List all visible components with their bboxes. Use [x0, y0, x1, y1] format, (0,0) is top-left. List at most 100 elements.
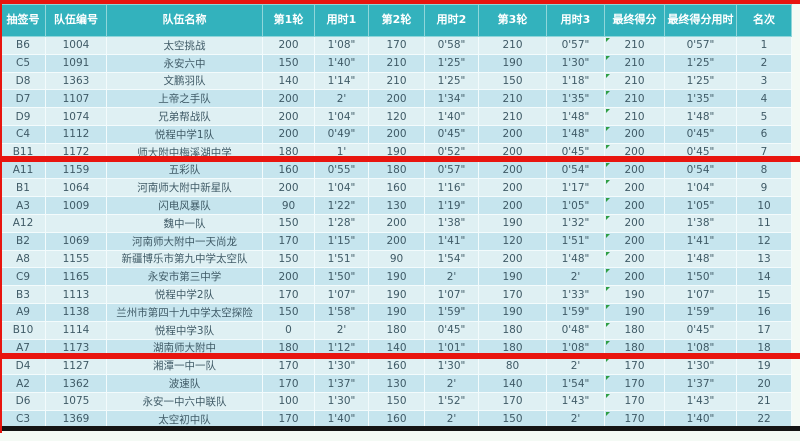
cell-round1-score: 170 [262, 231, 315, 251]
cell-round3-score: 200 [478, 124, 547, 144]
cell-round3-time: 1'18" [546, 71, 605, 91]
table-row: A3 1009 闪电风暴队 90 1'22" 130 1'19" 200 1'05" 200 1'0… [0, 196, 792, 215]
cell-round2-time: 1'54" [424, 249, 479, 269]
cell-round2-time: 1'19" [424, 196, 479, 215]
cell-team-name: 河南师大附中新星队 [106, 178, 263, 198]
cell-draw-no: B2 [0, 231, 46, 251]
comment-marker-icon [606, 287, 610, 292]
cell-final-score: 210 [604, 89, 665, 109]
cell-round3-score: 190 [478, 213, 547, 233]
cell-final-time: 0'54" [664, 160, 737, 180]
cell-final-score: 190 [604, 302, 665, 322]
table-row: D4 1127 湘潭一中一队 170 1'30" 160 1'30" 80 2' 170 1'30"… [0, 356, 792, 376]
cell-team-no: 1112 [45, 124, 107, 144]
table-row: D6 1075 永安一中六中联队 100 1'30" 150 1'52" 170 1'43" 17… [0, 391, 792, 411]
cell-final-time: 1'07" [664, 285, 737, 304]
cell-draw-no: D6 [0, 391, 46, 411]
cell-final-time: 1'38" [664, 213, 737, 233]
cell-round2-time: 1'52" [424, 391, 479, 411]
comment-marker-icon [606, 162, 610, 167]
cell-round1-time: 2' [314, 320, 369, 340]
cell-final-time: 1'48" [664, 249, 737, 269]
cell-team-name: 上帝之手队 [106, 89, 263, 109]
cell-final-score: 190 [604, 285, 665, 304]
cell-round1-time: 1'04" [314, 178, 369, 198]
column-header-round1-time: 用时1 [314, 4, 369, 37]
cell-round1-time: 0'55" [314, 160, 369, 180]
cell-round3-time: 1'51" [546, 231, 605, 251]
cell-round2-score: 150 [368, 391, 425, 411]
cell-round2-time: 1'01" [424, 338, 479, 358]
cell-round3-time: 0'48" [546, 320, 605, 340]
cell-draw-no: C5 [0, 53, 46, 73]
cell-final-time: 1'37" [664, 374, 737, 393]
cell-round1-time: 1'04" [314, 107, 369, 126]
cell-round3-score: 210 [478, 107, 547, 126]
cell-round2-score: 180 [368, 320, 425, 340]
comment-marker-icon [606, 198, 610, 203]
cell-team-no: 1091 [45, 53, 107, 73]
table-row: B6 1004 太空挑战 200 1'08" 170 0'58" 210 0'57" 210 0'5… [0, 36, 792, 55]
cell-rank: 11 [736, 213, 792, 233]
cell-round3-score: 210 [478, 89, 547, 109]
cell-round1-time: 1'28" [314, 213, 369, 233]
cell-team-name: 悦程中学3队 [106, 320, 263, 340]
cell-round1-score: 170 [262, 374, 315, 393]
comment-marker-icon [606, 322, 610, 327]
cell-round1-score: 150 [262, 53, 315, 73]
cell-team-no: 1369 [45, 409, 107, 429]
cell-round2-time: 1'16" [424, 178, 479, 198]
cell-final-score: 170 [604, 374, 665, 393]
cell-draw-no: D7 [0, 89, 46, 109]
table-row: A2 1362 波速队 170 1'37" 130 2' 140 1'54" 170 1'37" 20 [0, 374, 792, 393]
cell-round2-time: 1'41" [424, 231, 479, 251]
column-header-round3-score: 第3轮 [478, 4, 547, 37]
cell-round2-time: 1'30" [424, 356, 479, 376]
cell-team-name: 文鹏羽队 [106, 71, 263, 91]
cell-round1-score: 200 [262, 178, 315, 198]
comment-marker-icon [606, 73, 610, 78]
table-row: B10 1114 悦程中学3队 0 2' 180 0'45" 180 0'48" 180 0'45"… [0, 320, 792, 340]
bottom-black-line [0, 426, 800, 431]
cell-team-no: 1113 [45, 285, 107, 304]
cell-round2-score: 160 [368, 178, 425, 198]
cell-rank: 22 [736, 409, 792, 429]
cell-final-time: 1'25" [664, 71, 737, 91]
column-header-round2-time: 用时2 [424, 4, 479, 37]
cell-final-time: 1'04" [664, 178, 737, 198]
cell-round2-score: 210 [368, 53, 425, 73]
cell-team-name: 闪电风暴队 [106, 196, 263, 215]
cell-round3-time: 2' [546, 356, 605, 376]
table-row: A8 1155 新疆博乐市第九中学太空队 150 1'51" 90 1'54" 200 1'48… [0, 249, 792, 269]
cell-round3-time: 1'48" [546, 107, 605, 126]
cell-final-score: 200 [604, 124, 665, 144]
cell-round2-score: 190 [368, 302, 425, 322]
cell-rank: 21 [736, 391, 792, 411]
cell-round1-score: 170 [262, 285, 315, 304]
cell-team-name: 兄弟帮战队 [106, 107, 263, 126]
cell-team-no: 1159 [45, 160, 107, 180]
cell-round1-time: 1'22" [314, 196, 369, 215]
cell-draw-no: C4 [0, 124, 46, 144]
cell-team-name: 魏中一队 [106, 213, 263, 233]
cell-draw-no: A8 [0, 249, 46, 269]
cell-round1-time: 1'51" [314, 249, 369, 269]
cell-round3-score: 180 [478, 320, 547, 340]
comment-marker-icon [606, 109, 610, 114]
cell-round1-time: 1'08" [314, 36, 369, 55]
cell-final-score: 200 [604, 231, 665, 251]
column-header-team-name: 队伍名称 [106, 4, 263, 37]
cell-rank: 12 [736, 231, 792, 251]
cell-team-no: 1155 [45, 249, 107, 269]
cell-round2-time: 2' [424, 267, 479, 287]
left-red-highlight-line [0, 0, 2, 433]
comment-marker-icon [606, 144, 610, 149]
cell-round3-time: 1'33" [546, 285, 605, 304]
cell-round3-time: 0'57" [546, 36, 605, 55]
cell-final-time: 0'57" [664, 36, 737, 55]
cell-round2-score: 90 [368, 249, 425, 269]
cell-final-score: 170 [604, 356, 665, 376]
cell-round2-time: 1'25" [424, 71, 479, 91]
cell-final-time: 1'08" [664, 338, 737, 358]
